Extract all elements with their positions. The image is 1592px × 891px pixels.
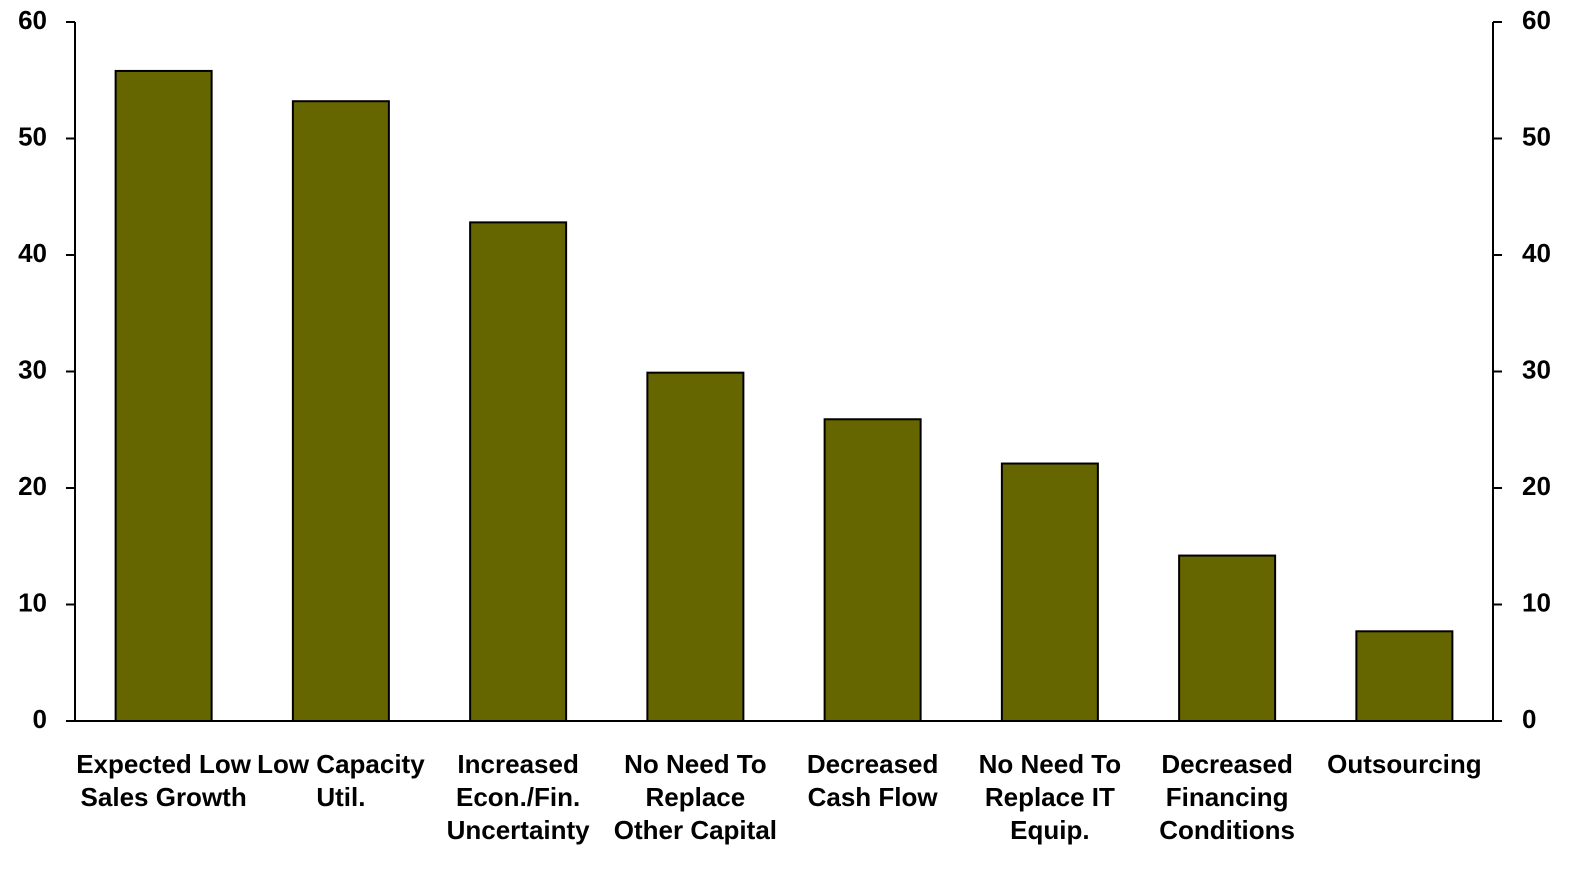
x-tick-label: Increased Econ./Fin. Uncertainty bbox=[446, 749, 590, 845]
y2-tick-label: 10 bbox=[1522, 587, 1551, 617]
y-tick-label: 0 bbox=[33, 704, 47, 734]
bar bbox=[1000, 462, 1099, 722]
y-tick-label: 50 bbox=[18, 121, 47, 151]
y2-tick-label: 60 bbox=[1522, 5, 1551, 35]
y2-tick-label: 0 bbox=[1522, 704, 1536, 734]
y2-tick-label: 30 bbox=[1522, 354, 1551, 384]
bar bbox=[646, 371, 745, 722]
y-tick-label: 40 bbox=[18, 238, 47, 268]
x-tick-label: Low Capacity Util. bbox=[257, 749, 425, 812]
y2-tick-label: 50 bbox=[1522, 121, 1551, 151]
x-tick-label: Expected Low Sales Growth bbox=[76, 749, 252, 812]
bar bbox=[823, 418, 922, 722]
x-tick-label: No Need To Replace Other Capital bbox=[613, 749, 777, 845]
y2-tick-label: 20 bbox=[1522, 471, 1551, 501]
x-tick-label: Outsourcing bbox=[1327, 749, 1482, 779]
y2-tick-label: 40 bbox=[1522, 238, 1551, 268]
bar bbox=[291, 100, 390, 723]
bar bbox=[1355, 630, 1454, 722]
x-tick-label: No Need To Replace IT Equip. bbox=[978, 749, 1122, 845]
bar bbox=[114, 69, 213, 723]
bar bbox=[469, 221, 568, 722]
y-tick-label: 30 bbox=[18, 354, 47, 384]
x-tick-label: Decreased Financing Conditions bbox=[1159, 749, 1295, 845]
y-tick-label: 60 bbox=[18, 5, 47, 35]
y-tick-label: 10 bbox=[18, 587, 47, 617]
bar bbox=[1178, 554, 1277, 722]
y-tick-label: 20 bbox=[18, 471, 47, 501]
x-tick-label: Decreased Cash Flow bbox=[806, 749, 939, 812]
